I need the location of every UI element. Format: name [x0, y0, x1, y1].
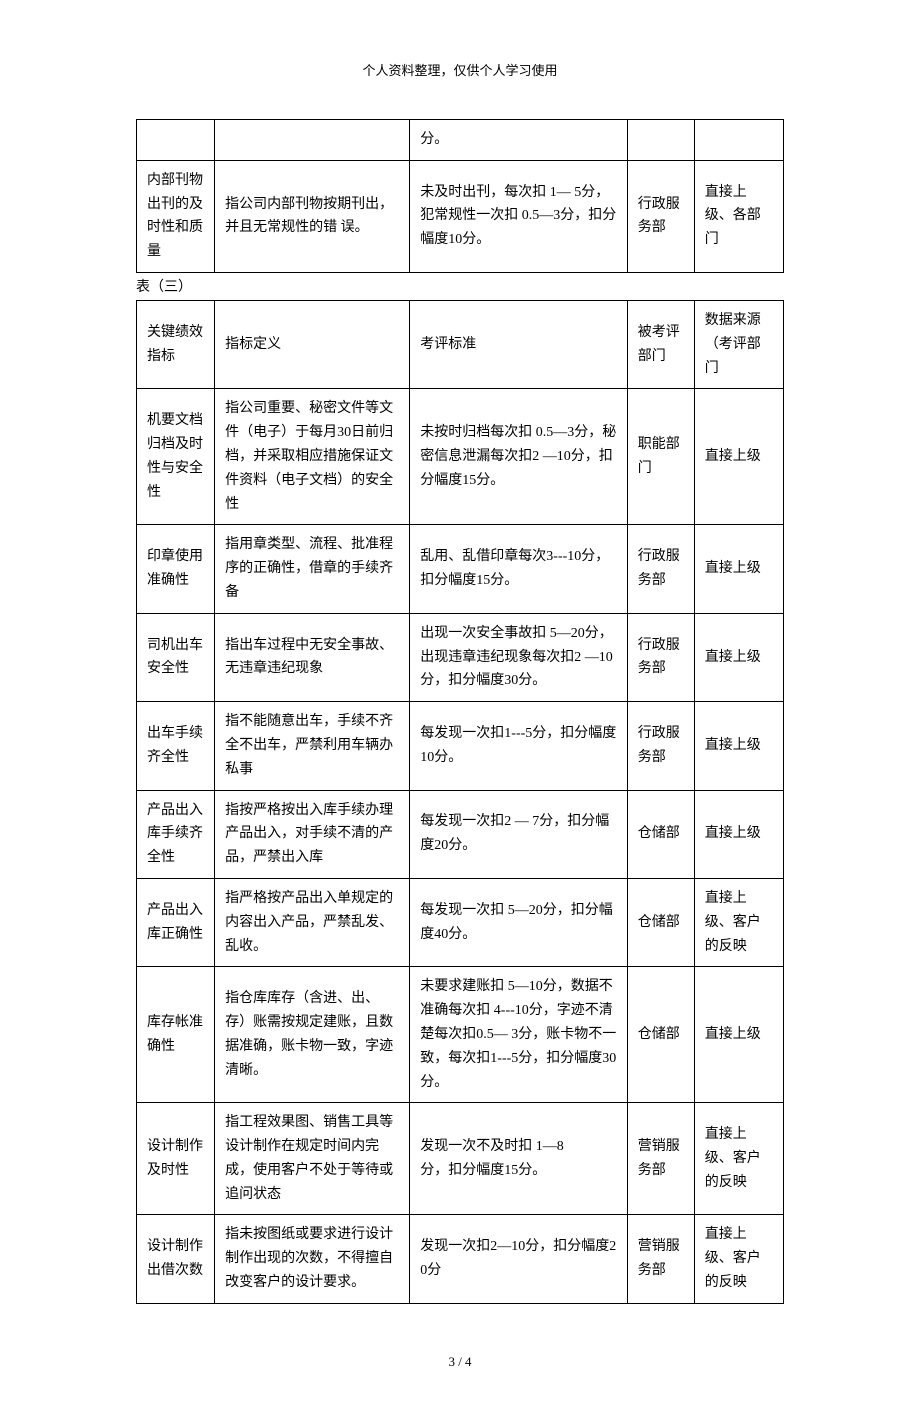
cell: 仓储部: [627, 878, 694, 966]
table-one: 分。 内部刊物出刊的及时性和质量 指公司内部刊物按期刊出，并且无常规性的错 误。…: [136, 119, 784, 273]
table-two: 关键绩效指标 指标定义 考评标准 被考评部门 数据来源（考评部门 机要文档归档及…: [136, 300, 784, 1304]
cell: 未按时归档每次扣 0.5—3分，秘密信息泄漏每次扣2 —10分，扣分幅度15分。: [410, 389, 628, 525]
cell: 指仓库库存（含进、出、存）账需按规定建账，且数据准确，账卡物一致，字迹清晰。: [215, 967, 410, 1103]
cell: 指公司重要、秘密文件等文件（电子）于每月30日前归档，并采取相应措施保证文件资料…: [215, 389, 410, 525]
table-row: 库存帐准确性 指仓库库存（含进、出、存）账需按规定建账，且数据准确，账卡物一致，…: [137, 967, 784, 1103]
cell: 设计制作及时性: [137, 1103, 215, 1215]
table-row: 分。: [137, 120, 784, 161]
cell: 行政服务部: [627, 613, 694, 701]
cell: [137, 120, 215, 161]
cell: 指工程效果图、销售工具等设计制作在规定时间内完成，使用客户不处于等待或追问状态: [215, 1103, 410, 1215]
table-row: 内部刊物出刊的及时性和质量 指公司内部刊物按期刊出，并且无常规性的错 误。 未及…: [137, 160, 784, 272]
document-page: 个人资料整理，仅供个人学习使用 分。 内部刊物出刊的及时性和质量 指公司内部刊物…: [0, 0, 920, 1410]
cell: 直接上级: [694, 613, 783, 701]
header-cell: 被考评部门: [627, 300, 694, 388]
table-row: 印章使用准确性 指用章类型、流程、批准程序的正确性，借章的手续齐备 乱用、乱借印…: [137, 525, 784, 613]
table-row: 司机出车安全性 指出车过程中无安全事故、无违章违纪现象 出现一次安全事故扣 5—…: [137, 613, 784, 701]
cell: 分。: [410, 120, 628, 161]
cell: 发现一次扣2—10分，扣分幅度20分: [410, 1215, 628, 1303]
cell: 指不能随意出车，手续不齐全不出车，严禁利用车辆办私事: [215, 702, 410, 790]
cell: 直接上级: [694, 790, 783, 878]
cell: 行政服务部: [627, 160, 694, 272]
cell: 司机出车安全性: [137, 613, 215, 701]
cell: 内部刊物出刊的及时性和质量: [137, 160, 215, 272]
header-note: 个人资料整理，仅供个人学习使用: [0, 60, 920, 79]
cell: 印章使用准确性: [137, 525, 215, 613]
cell: 乱用、乱借印章每次3---10分，扣分幅度15分。: [410, 525, 628, 613]
cell: 直接上级、各部门: [694, 160, 783, 272]
table-row: 产品出入库正确性 指严格按产品出入单规定的内容出入产品，严禁乱发、乱收。 每发现…: [137, 878, 784, 966]
cell: 出车手续齐全性: [137, 702, 215, 790]
cell: 直接上级: [694, 702, 783, 790]
cell: 每发现一次扣2 — 7分，扣分幅度20分。: [410, 790, 628, 878]
cell: 库存帐准确性: [137, 967, 215, 1103]
cell: 营销服务部: [627, 1215, 694, 1303]
cell: 仓储部: [627, 967, 694, 1103]
header-cell: 考评标准: [410, 300, 628, 388]
cell: 产品出入库手续齐全性: [137, 790, 215, 878]
table-row: 出车手续齐全性 指不能随意出车，手续不齐全不出车，严禁利用车辆办私事 每发现一次…: [137, 702, 784, 790]
header-cell: 关键绩效指标: [137, 300, 215, 388]
cell: 每发现一次扣 5—20分，扣分幅度40分。: [410, 878, 628, 966]
table-row: 设计制作出借次数 指未按图纸或要求进行设计制作出现的次数，不得擅自改变客户的设计…: [137, 1215, 784, 1303]
cell: 行政服务部: [627, 702, 694, 790]
cell: 发现一次不及时扣 1—8 分，扣分幅度15分。: [410, 1103, 628, 1215]
cell: 指出车过程中无安全事故、无违章违纪现象: [215, 613, 410, 701]
header-cell: 指标定义: [215, 300, 410, 388]
cell: 指用章类型、流程、批准程序的正确性，借章的手续齐备: [215, 525, 410, 613]
cell: 直接上级、客户的反映: [694, 878, 783, 966]
cell: 指公司内部刊物按期刊出，并且无常规性的错 误。: [215, 160, 410, 272]
cell: 机要文档归档及时性与安全性: [137, 389, 215, 525]
table-row: 机要文档归档及时性与安全性 指公司重要、秘密文件等文件（电子）于每月30日前归档…: [137, 389, 784, 525]
cell: 出现一次安全事故扣 5—20分，出现违章违纪现象每次扣2 —10分，扣分幅度30…: [410, 613, 628, 701]
cell: 未要求建账扣 5—10分，数据不准确每次扣 4---10分，字迹不清楚每次扣0.…: [410, 967, 628, 1103]
table-caption: 表（三）: [136, 277, 784, 298]
cell: 指未按图纸或要求进行设计制作出现的次数，不得擅自改变客户的设计要求。: [215, 1215, 410, 1303]
cell: 未及时出刊，每次扣 1— 5分，犯常规性一次扣 0.5—3分，扣分幅度10分。: [410, 160, 628, 272]
cell: [694, 120, 783, 161]
table-header-row: 关键绩效指标 指标定义 考评标准 被考评部门 数据来源（考评部门: [137, 300, 784, 388]
header-cell: 数据来源（考评部门: [694, 300, 783, 388]
cell: 直接上级、客户的反映: [694, 1103, 783, 1215]
cell: 设计制作出借次数: [137, 1215, 215, 1303]
cell: 产品出入库正确性: [137, 878, 215, 966]
cell: 直接上级: [694, 967, 783, 1103]
table-row: 设计制作及时性 指工程效果图、销售工具等设计制作在规定时间内完成，使用客户不处于…: [137, 1103, 784, 1215]
cell: 营销服务部: [627, 1103, 694, 1215]
cell: [627, 120, 694, 161]
cell: 每发现一次扣1---5分，扣分幅度10分。: [410, 702, 628, 790]
cell: 直接上级、客户的反映: [694, 1215, 783, 1303]
cell: [215, 120, 410, 161]
page-number: 3 / 4: [0, 1354, 920, 1370]
cell: 指按严格按出入库手续办理产品出入，对手续不清的产品，严禁出入库: [215, 790, 410, 878]
cell: 直接上级: [694, 525, 783, 613]
cell: 行政服务部: [627, 525, 694, 613]
cell: 直接上级: [694, 389, 783, 525]
cell: 职能部门: [627, 389, 694, 525]
cell: 指严格按产品出入单规定的内容出入产品，严禁乱发、乱收。: [215, 878, 410, 966]
cell: 仓储部: [627, 790, 694, 878]
table-row: 产品出入库手续齐全性 指按严格按出入库手续办理产品出入，对手续不清的产品，严禁出…: [137, 790, 784, 878]
